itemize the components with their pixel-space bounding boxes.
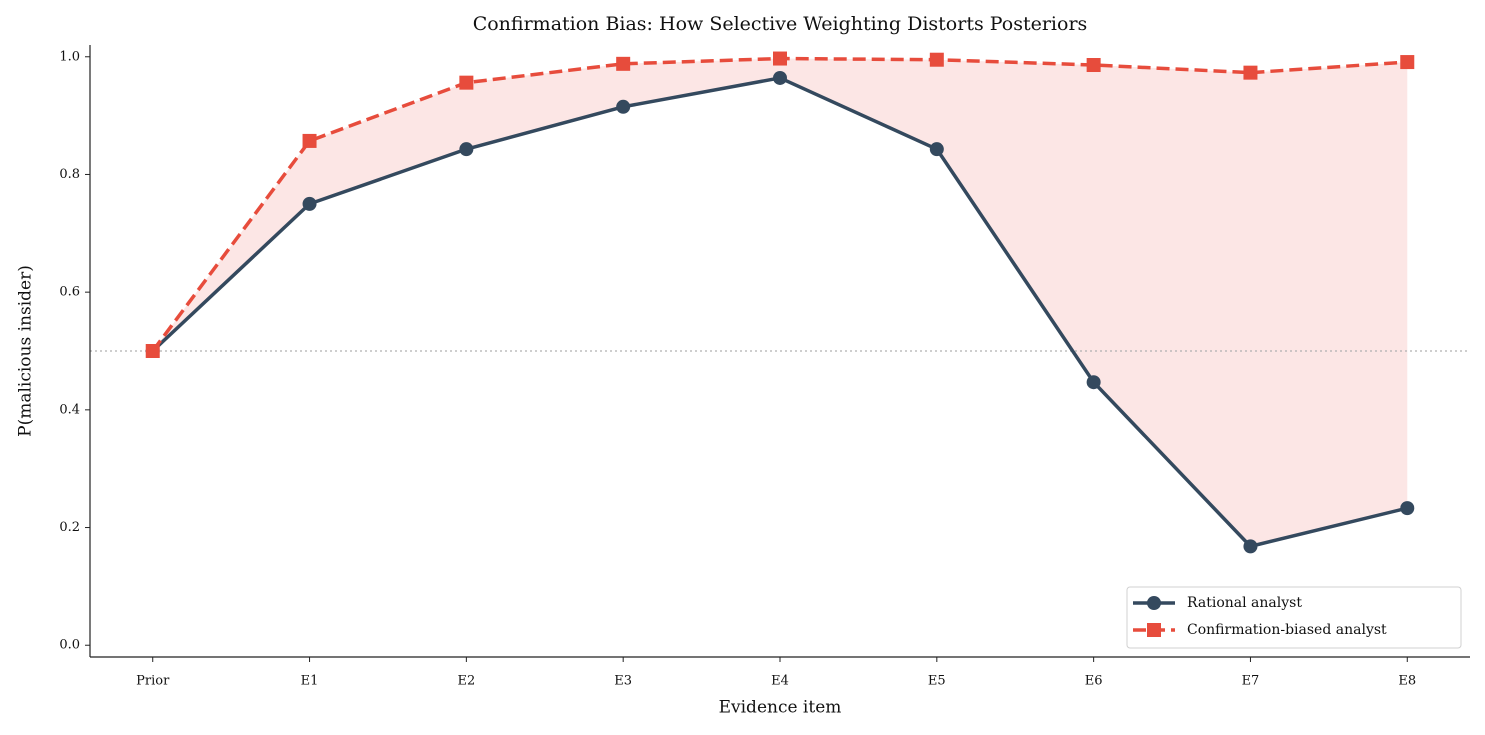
- chart-title: Confirmation Bias: How Selective Weighti…: [473, 13, 1088, 35]
- marker: [1243, 65, 1258, 80]
- marker: [459, 142, 474, 157]
- y-axis-label: P(malicious insider): [16, 265, 36, 437]
- y-tick-label: 0.0: [59, 638, 80, 653]
- x-tick-label: E2: [457, 674, 475, 689]
- x-tick-label: E8: [1398, 674, 1416, 689]
- marker: [1086, 58, 1101, 73]
- marker: [1147, 623, 1161, 637]
- marker: [929, 52, 944, 67]
- x-tick-label: E3: [614, 674, 632, 689]
- x-tick-label: E6: [1085, 674, 1103, 689]
- marker: [145, 344, 160, 358]
- marker: [773, 70, 787, 85]
- y-tick-label: 1.0: [59, 49, 80, 64]
- legend-label: Rational analyst: [1187, 595, 1302, 611]
- marker: [616, 99, 631, 114]
- x-axis-label: Evidence item: [719, 698, 842, 718]
- marker: [1243, 539, 1258, 554]
- y-tick-label: 0.6: [59, 285, 80, 300]
- marker: [773, 51, 787, 66]
- x-tick-label: Prior: [136, 674, 170, 689]
- legend-label: Confirmation-biased analyst: [1187, 622, 1387, 638]
- x-tick-label: E7: [1242, 674, 1260, 689]
- legend-box: [1126, 586, 1462, 649]
- y-tick-label: 0.4: [59, 402, 80, 417]
- y-tick-label: 0.2: [59, 520, 80, 535]
- fill-between: [152, 58, 1408, 547]
- marker: [1400, 55, 1415, 70]
- marker: [616, 56, 631, 71]
- legend: Rational analyst Confirmation-biased anal…: [1126, 586, 1462, 649]
- marker: [459, 75, 474, 90]
- marker: [929, 142, 944, 157]
- marker: [302, 196, 317, 211]
- marker: [1147, 596, 1161, 610]
- x-tick-label: E4: [771, 674, 789, 689]
- marker: [1086, 375, 1101, 390]
- x-tick-label: E5: [928, 674, 946, 689]
- x-tick-label: E1: [301, 674, 319, 689]
- y-tick-label: 0.8: [59, 167, 80, 182]
- marker: [1400, 501, 1415, 516]
- marker: [302, 133, 317, 148]
